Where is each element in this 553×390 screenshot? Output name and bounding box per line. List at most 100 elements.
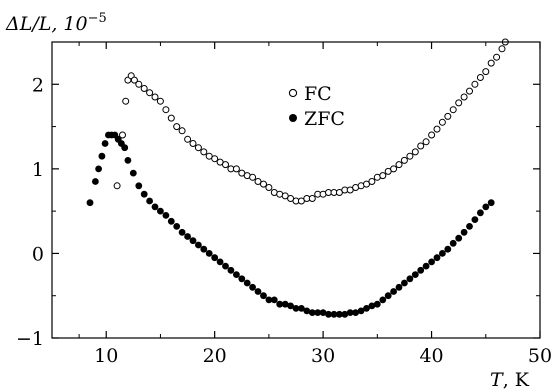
fc-point <box>428 131 436 139</box>
fc-point <box>189 140 197 147</box>
legend-label-fc: FC <box>304 83 332 105</box>
zfc-point <box>124 157 132 164</box>
y-axis-title: ΔL/L, 10−5 <box>5 11 107 35</box>
zfc-point <box>449 239 457 247</box>
fc-point <box>482 68 490 76</box>
zfc-point <box>265 296 273 304</box>
fc-point <box>460 93 468 101</box>
y-axis-title-main: ΔL/L, 10 <box>5 13 88 35</box>
fc-point <box>173 123 181 131</box>
zfc-point <box>243 279 251 287</box>
zfc-point <box>401 279 408 287</box>
zfc-point <box>477 209 484 217</box>
fc-point <box>493 53 501 61</box>
x-axis-title-unit: , K <box>503 369 530 390</box>
zfc-point <box>460 228 468 236</box>
fc-point <box>122 97 130 105</box>
zfc-point <box>216 258 224 266</box>
zfc-point <box>439 250 446 257</box>
zfc-point <box>162 212 170 219</box>
fc-point <box>260 180 267 188</box>
zfc-point <box>352 309 359 316</box>
zfc-point <box>121 144 129 152</box>
zfc-point <box>101 140 109 147</box>
fc-point <box>422 138 430 146</box>
fc-point <box>471 80 479 88</box>
y-axis-title-exponent: −5 <box>88 11 107 26</box>
zfc-point <box>292 305 300 312</box>
fc-point <box>249 173 257 181</box>
fc-point <box>140 85 148 92</box>
x-tick-label: 20 <box>203 345 227 367</box>
zfc-point <box>135 182 143 190</box>
zfc-point <box>379 296 387 304</box>
fc-point <box>146 89 154 97</box>
legend-label-zfc: ZFC <box>304 108 345 130</box>
x-axis-title-main: T <box>490 369 504 390</box>
x-tick-label: 30 <box>311 345 335 367</box>
zfc-point <box>211 254 219 262</box>
zfc-point <box>146 197 154 205</box>
zfc-point <box>276 300 284 308</box>
zfc-point <box>314 309 322 316</box>
fc-point <box>281 192 289 200</box>
zfc-point <box>455 234 463 242</box>
fc-point <box>113 182 121 190</box>
zfc-point <box>86 199 94 207</box>
zfc-point <box>205 250 213 257</box>
zfc-point <box>390 288 397 295</box>
fc-point <box>400 156 408 164</box>
zfc-point <box>357 307 365 315</box>
y-tick-label: 1 <box>32 159 44 181</box>
zfc-point <box>233 271 240 278</box>
x-axis-title: T, K <box>490 369 530 390</box>
fc-point <box>232 165 240 173</box>
data-layer <box>86 38 509 318</box>
fc-point <box>466 87 473 95</box>
zfc-point <box>129 169 137 177</box>
zfc-point <box>298 305 305 312</box>
zfc-point <box>157 207 164 215</box>
zfc-point <box>336 310 343 318</box>
zfc-point <box>95 165 102 173</box>
fc-point <box>200 148 208 156</box>
fc-point <box>438 118 446 126</box>
fc-point <box>167 114 175 122</box>
fc-point <box>363 180 370 188</box>
fc-point <box>368 178 376 185</box>
fc-point <box>455 99 463 107</box>
zfc-point <box>178 228 186 236</box>
legend-marker-fc <box>288 88 298 98</box>
fc-point <box>308 195 316 202</box>
zfc-point <box>444 245 452 253</box>
fc-point <box>130 76 138 84</box>
zfc-point <box>140 190 148 198</box>
zfc-point <box>287 302 294 310</box>
zfc-point <box>428 258 435 266</box>
fc-point <box>135 80 143 88</box>
fc-point <box>211 155 219 163</box>
fc-point <box>205 152 213 160</box>
fc-point <box>433 125 441 133</box>
zfc-point <box>151 203 159 211</box>
zfc-point <box>330 310 338 318</box>
zfc-point <box>303 307 311 315</box>
zfc-point <box>184 233 192 240</box>
zfc-point <box>384 292 392 300</box>
plot-frame <box>51 41 541 339</box>
fc-point <box>178 127 186 135</box>
zfc-point <box>482 203 490 211</box>
fc-point <box>265 184 273 191</box>
fc-point <box>222 161 229 169</box>
fc-point <box>194 144 202 152</box>
zfc-point <box>98 152 106 160</box>
fc-point <box>254 178 262 185</box>
zfc-point <box>270 296 278 304</box>
zfc-point <box>363 305 370 312</box>
fc-point <box>406 152 414 160</box>
zfc-point <box>195 241 202 249</box>
zfc-point <box>487 199 495 207</box>
fc-point <box>162 106 170 114</box>
zfc-point <box>227 266 235 274</box>
